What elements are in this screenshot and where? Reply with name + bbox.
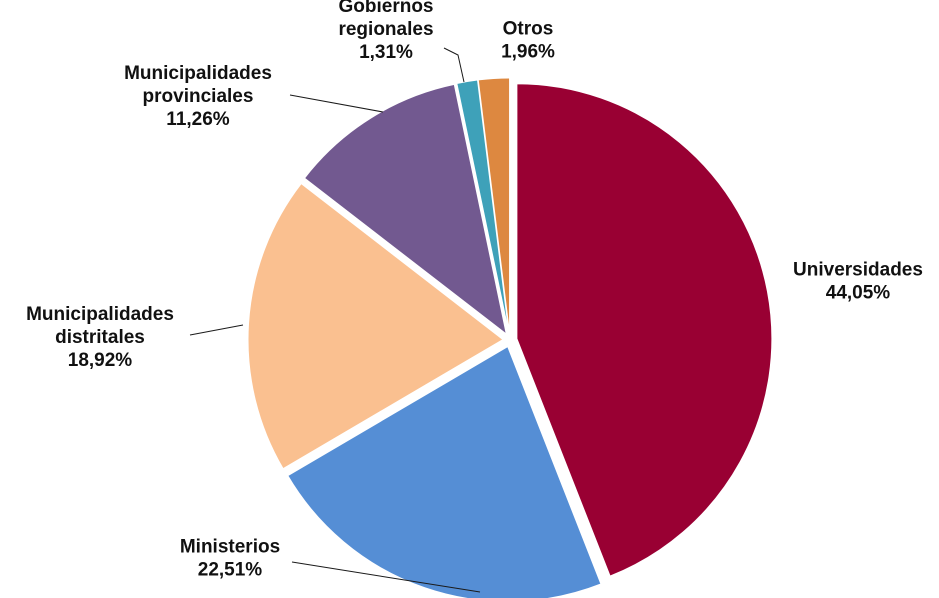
pie-slice-universidades xyxy=(516,83,773,577)
data-label-value: 1,96% xyxy=(501,42,555,63)
leader-line-gobiernos-regionales xyxy=(443,47,465,83)
data-label-value: 22,51% xyxy=(198,560,263,581)
data-label-line: distritales xyxy=(55,327,145,348)
data-label-line: Gobiernos xyxy=(338,0,433,17)
pie-slice-otros xyxy=(477,77,511,334)
data-label-value: 11,26% xyxy=(166,109,229,130)
pie-slice-ministerios xyxy=(287,345,602,598)
pie-slice-municipalidades-distritales xyxy=(247,182,504,470)
data-label-municipalidades-distritales: Municipalidades distritales 18,92% xyxy=(26,304,174,371)
data-label-universidades: Universidades 44,05% xyxy=(793,260,923,304)
data-label-line: Otros xyxy=(503,19,554,40)
data-label-line: regionales xyxy=(338,19,433,40)
leader-line-municipalidades-provinciales xyxy=(289,94,384,113)
data-label-line: Ministerios xyxy=(180,537,280,558)
data-label-line: Universidades xyxy=(793,260,923,281)
pie-slices xyxy=(247,77,773,598)
pie-slice-gobiernos-regionales xyxy=(456,79,510,334)
data-label-value: 1,31% xyxy=(359,42,413,63)
data-label-value: 44,05% xyxy=(826,283,891,304)
data-label-gobiernos-regionales: Gobiernos regionales 1,31% xyxy=(338,0,433,63)
data-labels: Universidades 44,05% Ministerios 22,51% Muni… xyxy=(26,0,923,581)
data-label-line: Municipalidades xyxy=(26,304,174,325)
leader-line-municipalidades-distritales xyxy=(189,324,244,336)
leader-lines xyxy=(189,47,481,593)
data-label-otros: Otros 1,96% xyxy=(501,19,555,63)
data-label-line: Municipalidades xyxy=(124,63,272,84)
data-label-line: provinciales xyxy=(143,86,254,107)
data-label-value: 18,92% xyxy=(68,350,133,371)
pie-slice-municipalidades-provinciales xyxy=(303,83,508,336)
leader-line-ministerios xyxy=(291,561,481,593)
data-label-ministerios: Ministerios 22,51% xyxy=(180,537,280,581)
data-label-municipalidades-provinciales: Municipalidades provinciales 11,26% xyxy=(124,63,272,130)
